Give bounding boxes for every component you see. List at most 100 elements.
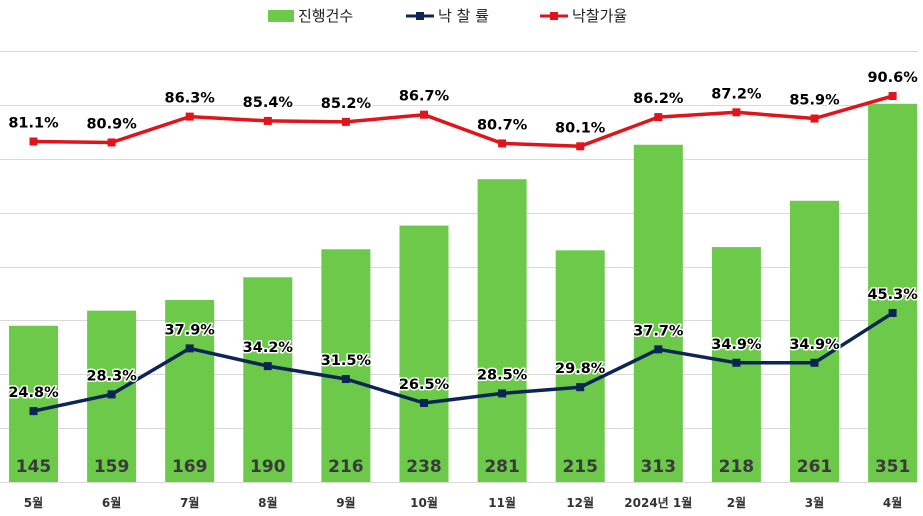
price-rate-series	[29, 92, 897, 151]
success-rate-point	[107, 390, 116, 399]
x-tick-label: 2월	[727, 495, 746, 510]
price-rate-label: 85.4%	[243, 95, 294, 111]
x-tick-label: 9월	[336, 495, 355, 510]
price-rate-label: 86.7%	[399, 89, 450, 105]
bar-value-label: 190	[250, 457, 286, 477]
price-rate-line	[33, 94, 894, 149]
legend-price-swatch-marker	[550, 12, 558, 20]
x-tick-label: 5월	[24, 495, 43, 510]
x-tick-label: 2024년 1월	[624, 495, 692, 510]
bar	[555, 250, 605, 482]
price-rate-label: 80.9%	[86, 116, 137, 132]
success-rate-point	[498, 389, 507, 398]
success-rate-label: 37.7%	[633, 323, 684, 339]
success-rate-label: 28.5%	[477, 367, 528, 383]
price-rate-point	[576, 142, 585, 151]
bar-value-labels: 145 159 169 190 216 238 281 215 313 218 261 351	[16, 457, 911, 477]
bar	[9, 325, 58, 482]
success-rate-label: 26.5%	[399, 377, 450, 393]
bar-value-label: 351	[875, 457, 911, 477]
price-rate-label: 81.1%	[8, 116, 59, 132]
bar-value-label: 216	[328, 457, 364, 477]
success-rate-label: 34.2%	[243, 340, 294, 356]
price-rate-label: 86.2%	[633, 91, 684, 107]
price-rate-point	[263, 116, 272, 125]
success-rate-point	[263, 362, 272, 371]
bar	[321, 249, 371, 482]
x-tick-label: 3월	[805, 495, 824, 510]
success-rate-line	[33, 311, 894, 413]
bar-value-label: 238	[406, 457, 442, 477]
bar	[477, 179, 527, 482]
bar-value-label: 169	[172, 457, 208, 477]
success-rate-label: 29.8%	[555, 361, 606, 377]
x-tick-label: 7월	[180, 495, 199, 510]
bar-value-label: 313	[641, 457, 677, 477]
success-rate-point	[888, 308, 897, 317]
success-rate-label: 31.5%	[321, 353, 372, 369]
legend: 진행건수 낙 찰 률 낙찰가율	[268, 7, 627, 25]
bar-value-label: 261	[797, 457, 833, 477]
price-rate-point	[498, 139, 507, 148]
x-axis-labels: 5월 6월 7월 8월 9월 10월 11월 12월 2024년 1월 2월 3월 4월	[24, 495, 902, 510]
x-tick-label: 8월	[258, 495, 277, 510]
success-rate-point	[810, 358, 819, 367]
price-rate-point	[29, 137, 38, 146]
success-rate-series	[29, 308, 897, 416]
price-rate-label: 85.2%	[321, 96, 372, 112]
success-rate-label: 37.9%	[165, 322, 216, 338]
price-rate-point	[654, 113, 663, 122]
bar	[868, 103, 918, 483]
price-rate-point	[810, 114, 819, 123]
price-rate-label: 90.6%	[867, 70, 918, 86]
success-rate-label: 24.8%	[8, 385, 59, 401]
bar	[243, 277, 293, 482]
success-rate-point	[732, 358, 741, 367]
price-rate-point	[107, 138, 116, 147]
bar-series	[9, 103, 918, 483]
legend-rate-swatch-marker	[416, 12, 424, 20]
price-rate-point	[888, 92, 897, 101]
price-rate-label: 80.7%	[477, 117, 528, 133]
bar	[790, 200, 839, 482]
percent-labels: 81.1% 80.9% 86.3% 85.4% 85.2% 86.7% 80.7% 80.1%…	[7, 69, 920, 403]
legend-rate-label: 낙 찰 률	[438, 7, 489, 25]
x-tick-label: 11월	[488, 495, 516, 510]
legend-price-label: 낙찰가율	[572, 7, 627, 25]
price-rate-point	[185, 112, 194, 121]
bar-value-label: 215	[562, 457, 598, 477]
x-tick-label: 10월	[410, 495, 438, 510]
legend-bar-label: 진행건수	[298, 7, 353, 25]
x-tick-label: 4월	[883, 495, 902, 510]
success-rate-label: 45.3%	[867, 287, 918, 303]
price-rate-label: 87.2%	[711, 86, 762, 102]
price-rate-label: 86.3%	[165, 91, 216, 107]
bar-value-label: 218	[719, 457, 755, 477]
price-rate-point	[420, 110, 428, 119]
x-tick-label: 12월	[566, 495, 594, 510]
gridlines	[0, 51, 918, 483]
price-rate-label: 85.9%	[789, 93, 840, 109]
price-rate-label: 80.1%	[555, 120, 606, 136]
success-rate-point	[341, 375, 350, 384]
success-rate-point	[654, 345, 663, 354]
bar-value-label: 281	[484, 457, 520, 477]
price-rate-point	[732, 108, 741, 117]
success-rate-label: 34.9%	[711, 337, 762, 353]
success-rate-point	[420, 398, 428, 407]
bar	[399, 225, 449, 482]
success-rate-point	[576, 383, 585, 392]
bar-value-label: 145	[16, 457, 52, 477]
success-rate-label: 28.3%	[86, 368, 137, 384]
x-tick-label: 6월	[102, 495, 121, 510]
success-rate-label: 34.9%	[789, 337, 840, 353]
bar-value-label: 159	[94, 457, 130, 477]
bar	[633, 144, 683, 482]
bar	[165, 299, 215, 482]
legend-bar-swatch	[268, 10, 294, 22]
price-rate-point	[341, 117, 350, 126]
success-rate-point	[29, 407, 38, 416]
success-rate-point	[185, 344, 194, 353]
